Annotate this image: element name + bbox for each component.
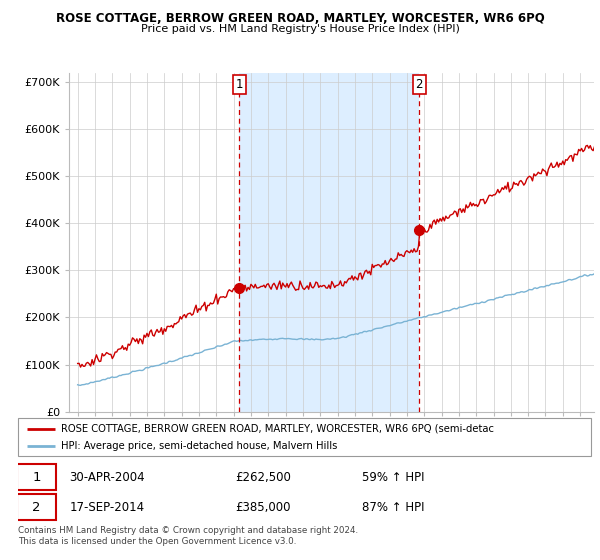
Text: 30-APR-2004: 30-APR-2004 xyxy=(70,471,145,484)
Text: Price paid vs. HM Land Registry's House Price Index (HPI): Price paid vs. HM Land Registry's House … xyxy=(140,24,460,34)
Bar xyxy=(239,73,419,412)
Text: 1: 1 xyxy=(32,471,41,484)
FancyBboxPatch shape xyxy=(17,494,56,520)
FancyBboxPatch shape xyxy=(18,418,591,456)
Text: 17-SEP-2014: 17-SEP-2014 xyxy=(70,501,145,514)
Text: Contains HM Land Registry data © Crown copyright and database right 2024.
This d: Contains HM Land Registry data © Crown c… xyxy=(18,526,358,546)
Text: ROSE COTTAGE, BERROW GREEN ROAD, MARTLEY, WORCESTER, WR6 6PQ: ROSE COTTAGE, BERROW GREEN ROAD, MARTLEY… xyxy=(56,12,544,25)
Text: £385,000: £385,000 xyxy=(236,501,291,514)
Text: HPI: Average price, semi-detached house, Malvern Hills: HPI: Average price, semi-detached house,… xyxy=(61,441,337,451)
Text: 87% ↑ HPI: 87% ↑ HPI xyxy=(362,501,424,514)
Text: ROSE COTTAGE, BERROW GREEN ROAD, MARTLEY, WORCESTER, WR6 6PQ (semi-detac: ROSE COTTAGE, BERROW GREEN ROAD, MARTLEY… xyxy=(61,423,494,433)
Text: 1: 1 xyxy=(236,78,243,91)
Text: 2: 2 xyxy=(416,78,423,91)
Text: £262,500: £262,500 xyxy=(236,471,292,484)
Text: 59% ↑ HPI: 59% ↑ HPI xyxy=(362,471,424,484)
Text: 2: 2 xyxy=(32,501,41,514)
FancyBboxPatch shape xyxy=(17,464,56,491)
